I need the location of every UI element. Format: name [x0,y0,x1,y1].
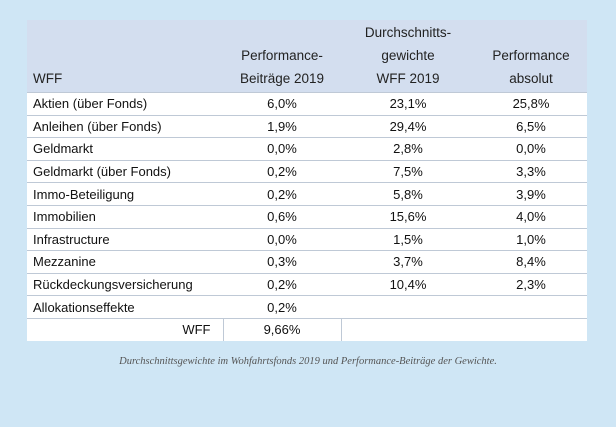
row-label: Allokationseffekte [27,295,223,319]
table-row: Geldmarkt (über Fonds) 0,2% 7,5% 3,3% [27,159,587,183]
table-row: Immo-Beteiligung 0,2% 5,8% 3,9% [27,182,587,206]
cell-beitrag: 6,0% [223,92,341,116]
cell-absolut: 3,9% [475,182,587,206]
table-row: Immobilien 0,6% 15,6% 4,0% [27,204,587,229]
row-label: Immobilien [27,204,223,229]
header-durchschnittsgewichte: Durchschnitts- gewichte WFF 2019 [341,20,475,93]
row-label: Infrastructure [27,227,223,251]
cell-gewicht: 29,4% [341,114,475,138]
table-header-row: WFF Performance- Beiträge 2019 Durchschn… [27,20,587,93]
cell-beitrag: 0,2% [223,182,341,206]
total-label: WFF [27,317,223,341]
cell-beitrag: 1,9% [223,114,341,138]
cell-gewicht: 5,8% [341,182,475,206]
cell-beitrag: 0,6% [223,204,341,229]
cell-beitrag: 0,0% [223,227,341,251]
table-row: Geldmarkt 0,0% 2,8% 0,0% [27,137,587,161]
cell-gewicht: 15,6% [341,204,475,229]
row-label: Rückdeckungsversicherung [27,272,223,296]
total-empty-cell [340,317,475,341]
table-row: Mezzanine 0,3% 3,7% 8,4% [27,250,587,274]
table-row: Infrastructure 0,0% 1,5% 1,0% [27,227,587,251]
cell-beitrag: 0,0% [223,137,341,161]
header-performance-beitraege: Performance- Beiträge 2019 [223,20,341,93]
cell-gewicht: 3,7% [341,250,475,274]
cell-gewicht: 2,8% [341,137,475,161]
row-label: Aktien (über Fonds) [27,92,223,116]
table-row: Anleihen (über Fonds) 1,9% 29,4% 6,5% [27,114,587,138]
cell-absolut: 8,4% [475,250,587,274]
total-row: WFF 9,66% [27,317,587,341]
row-label: Geldmarkt [27,137,223,161]
cell-absolut: 3,3% [475,159,587,183]
header-performance-absolut: Performance absolut [475,20,587,93]
row-label: Anleihen (über Fonds) [27,114,223,138]
row-label: Immo-Beteiligung [27,182,223,206]
cell-absolut [475,295,587,319]
row-label: Geldmarkt (über Fonds) [27,159,223,183]
total-beitrag: 9,66% [222,317,341,341]
cell-gewicht: 23,1% [341,92,475,116]
cell-absolut: 25,8% [475,92,587,116]
cell-gewicht: 1,5% [341,227,475,251]
cell-gewicht: 10,4% [341,272,475,296]
cell-absolut: 4,0% [475,204,587,229]
performance-table: WFF Performance- Beiträge 2019 Durchschn… [27,20,587,341]
table-row: Rückdeckungsversicherung 0,2% 10,4% 2,3% [27,272,587,296]
header-wff: WFF [27,20,223,93]
table-row: Allokationseffekte 0,2% [27,295,587,319]
cell-absolut: 6,5% [475,114,587,138]
cell-gewicht: 7,5% [341,159,475,183]
cell-beitrag: 0,3% [223,250,341,274]
cell-beitrag: 0,2% [223,159,341,183]
cell-beitrag: 0,2% [223,295,341,319]
total-empty-cell [475,317,587,341]
cell-absolut: 0,0% [475,137,587,161]
table-row: Aktien (über Fonds) 6,0% 23,1% 25,8% [27,92,587,116]
figure-caption: Durchschnittsgewichte im Wohfahrtsfonds … [119,356,497,367]
cell-absolut: 1,0% [475,227,587,251]
row-label: Mezzanine [27,250,223,274]
cell-beitrag: 0,2% [223,272,341,296]
cell-absolut: 2,3% [475,272,587,296]
cell-gewicht [341,295,475,319]
